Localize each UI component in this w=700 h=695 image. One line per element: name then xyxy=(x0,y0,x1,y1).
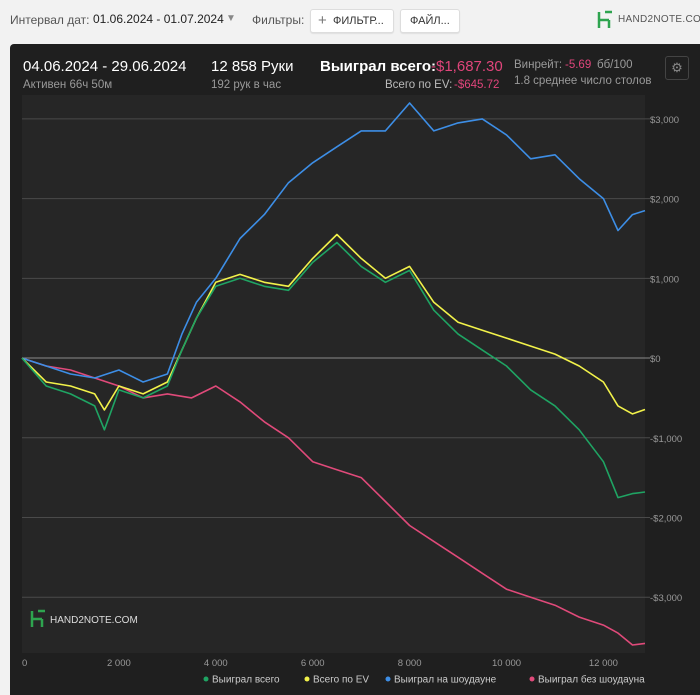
h2n-logo-icon xyxy=(597,10,612,28)
series-lines xyxy=(21,102,646,646)
y-tick-label: -$1,000 xyxy=(650,434,682,445)
chevron-down-icon[interactable]: ▼ xyxy=(226,13,236,24)
plot-area xyxy=(22,95,645,653)
series-line xyxy=(21,233,646,415)
won-value: -$1,687.30 xyxy=(431,58,503,75)
x-axis-ticks: 0 2 000 4 000 6 000 8 000 10 000 12 000 xyxy=(22,658,618,669)
gear-icon: ⚙ xyxy=(671,60,683,75)
x-tick-label: 6 000 xyxy=(301,658,325,669)
date-range-select[interactable]: 01.06.2024 - 01.07.2024 xyxy=(93,12,224,26)
hands-count: 12 858 Руки xyxy=(211,58,294,75)
x-tick-label: 12 000 xyxy=(589,658,618,669)
brand-logo: HAND2NOTE.COM xyxy=(596,10,700,30)
winrate-unit: бб/100 xyxy=(597,59,633,71)
graph-panel: 04.06.2024 - 29.06.2024 Активен 66ч 50м … xyxy=(10,44,700,695)
x-tick-label: 2 000 xyxy=(107,658,131,669)
files-button[interactable]: ФАЙЛ... xyxy=(400,9,460,33)
hands-per-hour: 192 рук в час xyxy=(211,79,282,91)
plus-icon: + xyxy=(318,12,327,29)
date-range-label: Интервал дат: xyxy=(10,13,90,27)
grid xyxy=(22,118,650,598)
legend-marker xyxy=(304,676,310,682)
y-axis-ticks: $3,000 $2,000 $1,000 $0 -$1,000 -$2,000 -$3,00… xyxy=(650,115,682,604)
y-tick-label: $2,000 xyxy=(650,195,679,206)
filters-bar: Интервал дат: 01.06.2024 - 01.07.2024 ▼ … xyxy=(0,0,700,40)
legend-marker xyxy=(203,676,209,682)
chart: 0 2 000 4 000 6 000 8 000 10 000 12 000 $3,000… xyxy=(21,95,682,686)
winrate-value: -5.69 xyxy=(565,59,592,71)
series-line xyxy=(21,357,646,646)
series-line xyxy=(21,241,646,499)
y-tick-label: $1,000 xyxy=(650,274,679,285)
settings-button[interactable]: ⚙ xyxy=(665,56,689,80)
y-tick-label: -$3,000 xyxy=(650,593,682,604)
x-tick-label: 4 000 xyxy=(204,658,228,669)
period: 04.06.2024 - 29.06.2024 xyxy=(23,58,187,75)
brand-text: HAND2NOTE.COM xyxy=(618,14,700,25)
legend-marker xyxy=(385,676,391,682)
y-tick-label: $0 xyxy=(650,354,661,365)
ev-value: -$645.72 xyxy=(454,79,500,91)
legend: Выиграл всего Всего по EV Выиграл на шоуда… xyxy=(203,674,645,686)
legend-label: Всего по EV xyxy=(313,675,369,686)
series-line xyxy=(21,102,646,383)
filter-button-label: ФИЛЬТР... xyxy=(333,15,384,27)
x-tick-label: 10 000 xyxy=(492,658,521,669)
winrate-label: Винрейт: xyxy=(514,59,563,71)
ev-label: Всего по EV: xyxy=(385,79,453,91)
x-tick-label: 0 xyxy=(22,658,27,669)
filters-label: Фильтры: xyxy=(252,13,305,27)
watermark-text: HAND2NOTE.COM xyxy=(50,615,138,626)
won-label: Выиграл всего: xyxy=(320,58,437,75)
chart-watermark: HAND2NOTE.COM xyxy=(30,609,138,627)
y-tick-label: $3,000 xyxy=(650,115,679,126)
active-time: Активен 66ч 50м xyxy=(23,79,113,91)
legend-label: Выиграл всего xyxy=(212,675,280,686)
legend-marker xyxy=(529,676,535,682)
watermark-logo-icon xyxy=(30,609,45,627)
y-tick-label: -$2,000 xyxy=(650,513,682,524)
avg-tables: 1.8 среднее число столов xyxy=(514,75,652,87)
filter-button[interactable]: + ФИЛЬТР... xyxy=(310,9,394,33)
files-button-label: ФАЙЛ... xyxy=(410,15,450,27)
legend-label: Выиграл без шоудауна xyxy=(538,674,645,686)
x-tick-label: 8 000 xyxy=(398,658,422,669)
legend-label: Выиграл на шоудауне xyxy=(394,675,497,686)
